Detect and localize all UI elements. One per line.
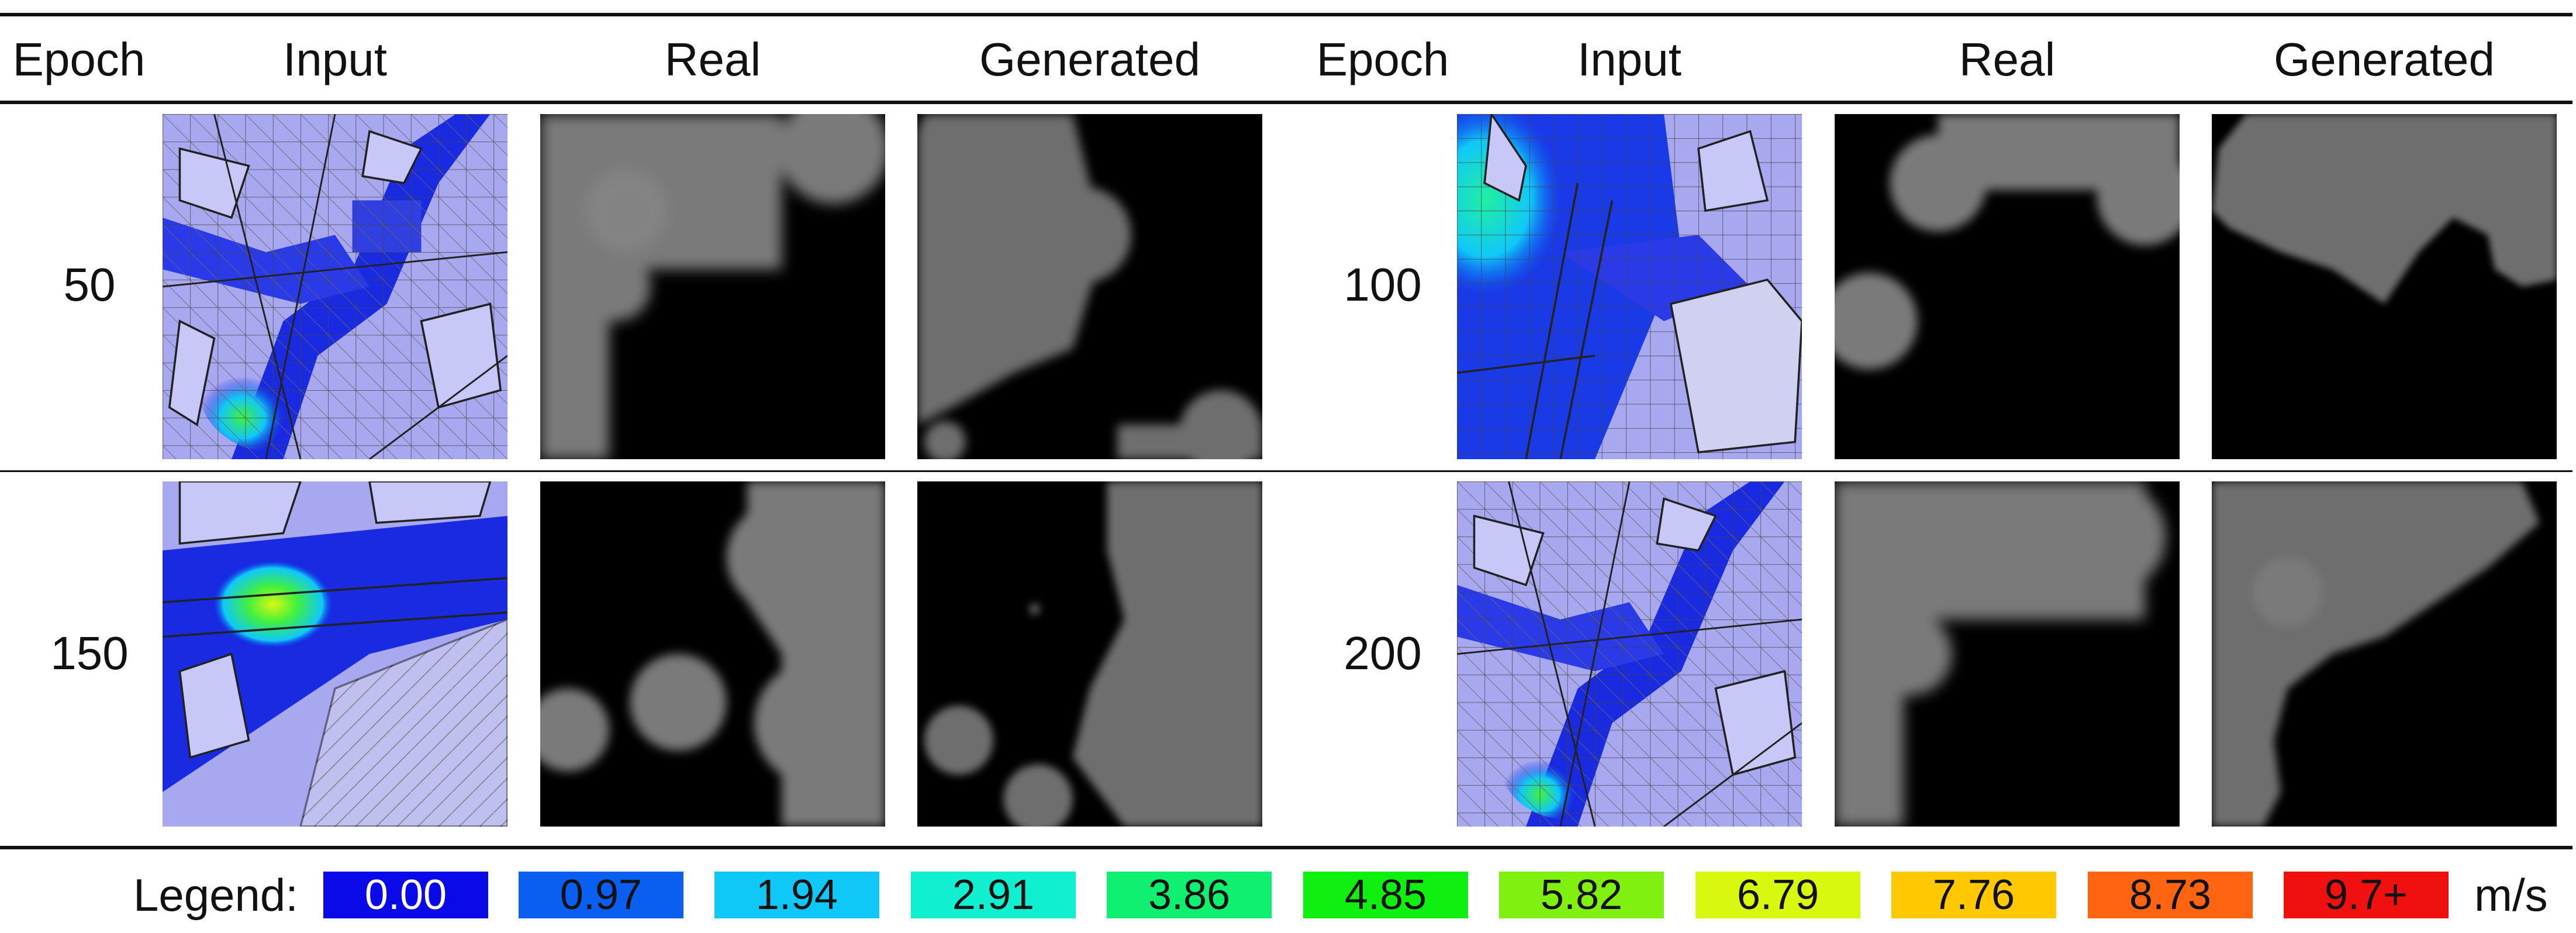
real-map-epoch-200 [1835,481,2180,827]
legend-swatch-10: 9.7+ [2284,872,2449,918]
input-map-epoch-50 [163,114,507,459]
row-divider [0,470,2572,472]
legend-swatch-9: 8.73 [2088,872,2253,918]
real-map-epoch-100 [1835,114,2180,459]
legend-swatch-5: 4.85 [1303,872,1468,918]
header-real-left: Real [664,33,761,85]
legend-swatch-0: 0.00 [323,872,488,918]
epoch-label-50: 50 [63,259,116,311]
legend-swatch-3: 2.91 [911,872,1076,918]
generated-map-epoch-200 [2212,481,2557,827]
top-rule [0,13,2572,16]
legend-swatch-4: 3.86 [1107,872,1272,918]
legend-unit: m/s [2474,869,2548,921]
real-map-epoch-150 [540,481,885,827]
legend-swatch-1: 0.97 [519,872,683,918]
input-map-epoch-100 [1457,114,1802,459]
header-generated-left: Generated [979,33,1201,85]
epoch-label-100: 100 [1344,259,1422,311]
header-epoch-right: Epoch [1316,33,1449,85]
header-epoch-left: Epoch [12,33,146,85]
legend-swatch-6: 5.82 [1499,872,1664,918]
real-map-epoch-50 [540,114,885,459]
generated-map-epoch-150 [917,481,1262,827]
epoch-label-150: 150 [50,627,129,679]
legend-swatch-8: 7.76 [1891,872,2056,918]
legend-label: Legend: [133,869,298,921]
legend-swatch-2: 1.94 [714,872,879,918]
header-generated-right: Generated [2273,33,2495,85]
generated-map-epoch-100 [2212,114,2557,459]
bottom-rule [0,846,2572,849]
header-input-left: Input [283,33,387,85]
legend-swatch-7: 6.79 [1696,872,1860,918]
input-map-epoch-200 [1457,481,1802,827]
header-rule [0,101,2572,104]
header-real-right: Real [1959,33,2056,85]
header-input-right: Input [1577,33,1681,85]
generated-map-epoch-50 [917,114,1262,459]
epoch-label-200: 200 [1344,627,1422,679]
input-map-epoch-150 [163,481,507,827]
